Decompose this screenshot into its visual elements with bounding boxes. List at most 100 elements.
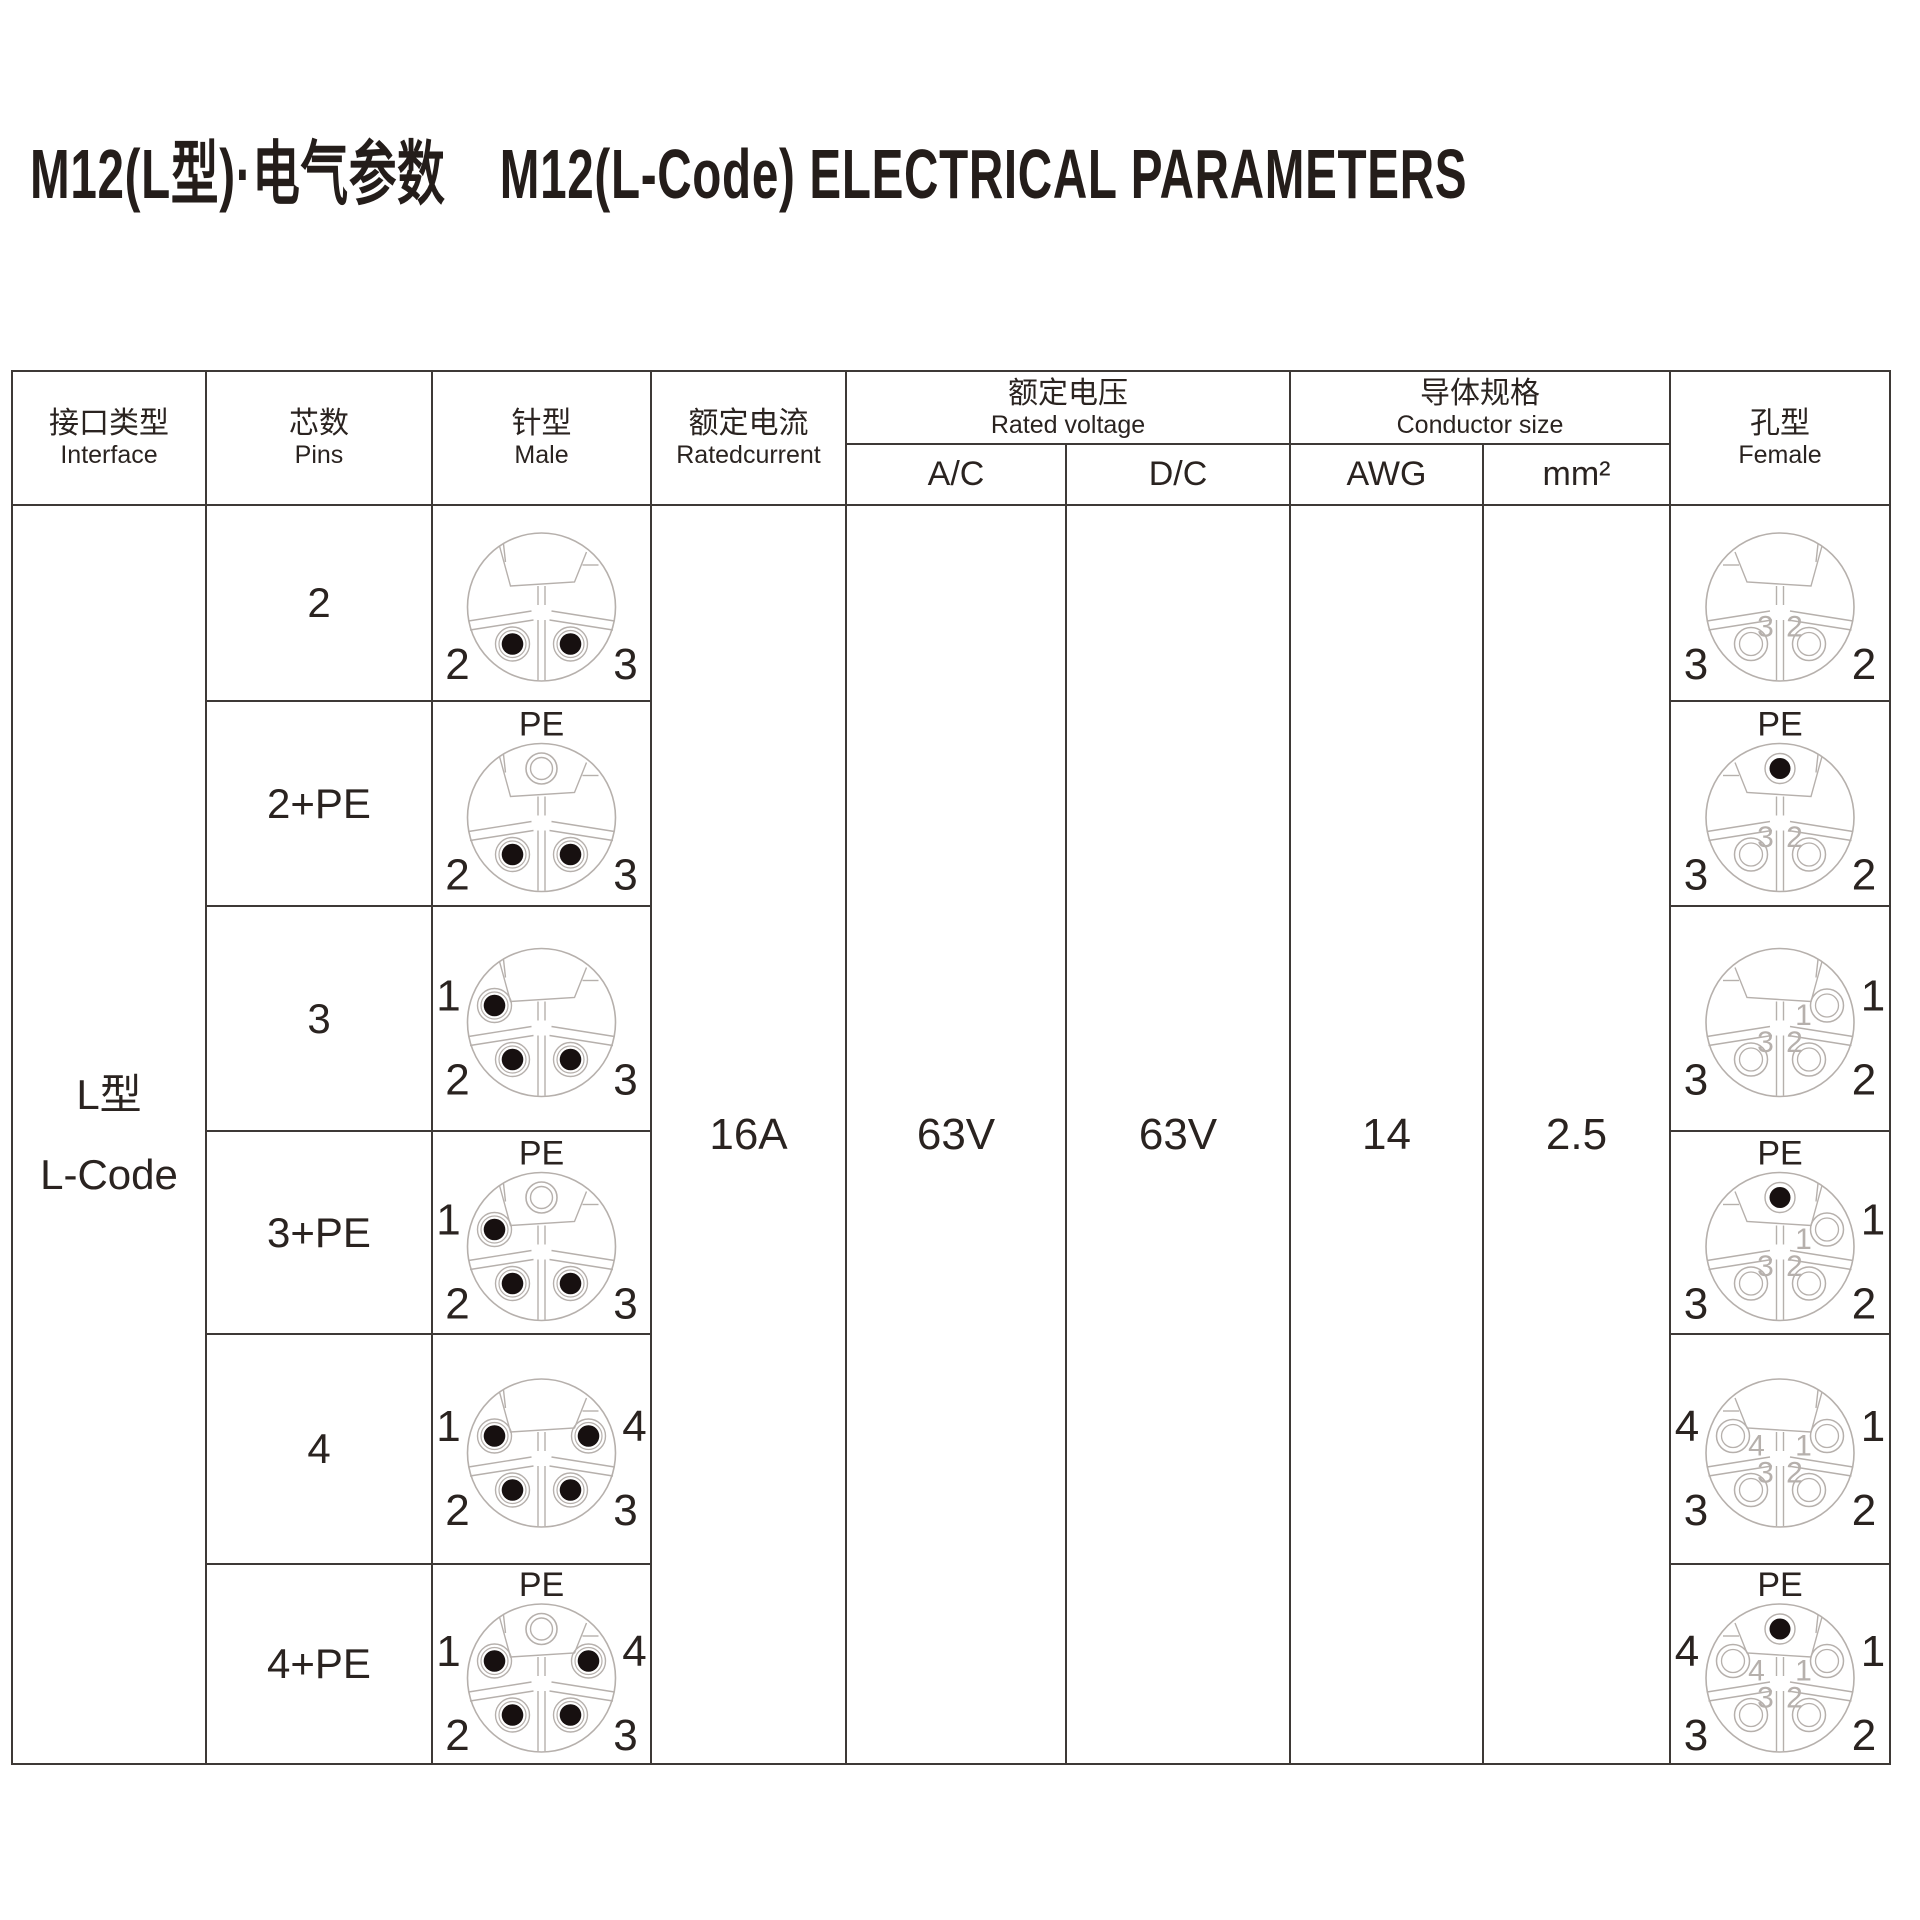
svg-text:PE: PE [519, 706, 564, 744]
svg-text:1: 1 [436, 1402, 460, 1451]
svg-text:3: 3 [613, 851, 637, 900]
svg-text:2: 2 [445, 640, 469, 689]
svg-text:2: 2 [1852, 1711, 1876, 1760]
header-male: 针型 Male [431, 370, 652, 506]
pins-cell: 3+PE [205, 1130, 433, 1335]
svg-text:2: 2 [1852, 1486, 1876, 1535]
mm2-value: 2.5 [1482, 504, 1671, 1765]
svg-text:PE: PE [1757, 1566, 1802, 1604]
male-connector-diagram: PE 1 2 3 [436, 1135, 637, 1329]
header-conductor-size: 导体规格 Conductor size [1289, 370, 1671, 445]
svg-text:1: 1 [1861, 1196, 1885, 1245]
svg-text:3: 3 [1684, 1056, 1708, 1105]
awg-value: 14 [1289, 504, 1484, 1765]
header-mm2: mm² [1482, 443, 1671, 506]
header-female: 孔型 Female [1669, 370, 1891, 506]
header-rated-current: 额定电流 Ratedcurrent [650, 370, 847, 506]
header-pins: 芯数 Pins [205, 370, 433, 506]
svg-text:1: 1 [1795, 999, 1812, 1032]
parameters-table: 接口类型 Interface 芯数 Pins 针型 Male 额定电流 Rate… [11, 370, 1891, 1765]
interface-value-cell: L型 L-Code [11, 504, 207, 1765]
svg-text:2: 2 [445, 1711, 469, 1760]
svg-text:2: 2 [1852, 1056, 1876, 1105]
svg-text:3: 3 [613, 640, 637, 689]
female-connector-cell: PE 2 2 3 3 [1669, 700, 1891, 907]
header-rated-voltage-cn: 额定电压 [1008, 376, 1128, 410]
svg-text:1: 1 [436, 972, 460, 1021]
svg-text:PE: PE [519, 1135, 564, 1173]
header-ac: A/C [845, 443, 1067, 506]
svg-text:3: 3 [613, 1280, 637, 1329]
svg-text:2: 2 [445, 1056, 469, 1105]
svg-text:3: 3 [613, 1711, 637, 1760]
page-title-cn: M12(L型)·电气参数 [30, 135, 446, 213]
svg-text:2: 2 [445, 1486, 469, 1535]
header-interface: 接口类型 Interface [11, 370, 207, 506]
interface-value-en: L-Code [40, 1150, 178, 1198]
rated-current-value: 16A [650, 504, 847, 1765]
male-connector-cell: PE 1 4 2 3 [431, 1563, 652, 1765]
svg-text:3: 3 [1684, 1280, 1708, 1329]
male-connector-cell: 1 2 3 [431, 905, 652, 1132]
male-connector-diagram: PE 2 3 [445, 706, 637, 900]
svg-text:3: 3 [1684, 640, 1708, 689]
svg-text:3: 3 [1757, 611, 1774, 644]
svg-text:3: 3 [1684, 1486, 1708, 1535]
svg-text:2: 2 [1786, 1682, 1803, 1715]
pins-cell: 4+PE [205, 1563, 433, 1765]
svg-text:3: 3 [1684, 851, 1708, 900]
svg-text:1: 1 [1861, 972, 1885, 1021]
pins-cell: 2 [205, 504, 433, 702]
svg-text:1: 1 [1861, 1627, 1885, 1676]
male-connector-cell: PE 1 2 3 [431, 1130, 652, 1335]
header-female-cn: 孔型 [1750, 407, 1810, 440]
male-connector-diagram: PE 1 4 2 3 [436, 1566, 646, 1760]
header-male-en: Male [514, 441, 569, 469]
svg-text:3: 3 [613, 1486, 637, 1535]
svg-text:4: 4 [1748, 1430, 1765, 1463]
pins-cell: 2+PE [205, 700, 433, 907]
svg-text:3: 3 [1757, 1682, 1774, 1715]
header-dc: D/C [1065, 443, 1291, 506]
male-connector-cell: 1 4 2 3 [431, 1333, 652, 1565]
svg-text:3: 3 [613, 1056, 637, 1105]
header-pins-cn: 芯数 [289, 407, 349, 440]
svg-text:3: 3 [1684, 1711, 1708, 1760]
page-title: M12(L型)·电气参数 M12(L-Code) ELECTRICAL PARAM… [30, 118, 1920, 219]
voltage-ac-value: 63V [845, 504, 1067, 1765]
header-rated-voltage: 额定电压 Rated voltage [845, 370, 1291, 445]
page-title-en: M12(L-Code) ELECTRICAL PARAMETERS [499, 135, 1468, 213]
header-interface-en: Interface [60, 441, 158, 469]
svg-text:3: 3 [1757, 821, 1774, 854]
pins-cell: 3 [205, 905, 433, 1132]
svg-text:PE: PE [519, 1566, 564, 1604]
female-connector-cell: PE 1 1 4 4 2 2 3 3 [1669, 1563, 1891, 1765]
svg-text:2: 2 [1786, 611, 1803, 644]
header-conductor-size-cn: 导体规格 [1420, 376, 1540, 410]
svg-text:3: 3 [1757, 1457, 1774, 1490]
svg-text:4: 4 [1675, 1402, 1699, 1451]
header-rated-current-cn: 额定电流 [688, 407, 809, 440]
svg-text:4: 4 [622, 1402, 646, 1451]
svg-text:4: 4 [622, 1627, 646, 1676]
interface-value-cn: L型 [76, 1070, 142, 1118]
svg-text:2: 2 [1852, 1280, 1876, 1329]
svg-text:2: 2 [1852, 640, 1876, 689]
svg-text:2: 2 [1786, 821, 1803, 854]
svg-text:2: 2 [445, 851, 469, 900]
svg-text:1: 1 [1795, 1655, 1812, 1688]
voltage-dc-value: 63V [1065, 504, 1291, 1765]
header-male-cn: 针型 [511, 407, 572, 440]
svg-text:4: 4 [1748, 1655, 1765, 1688]
